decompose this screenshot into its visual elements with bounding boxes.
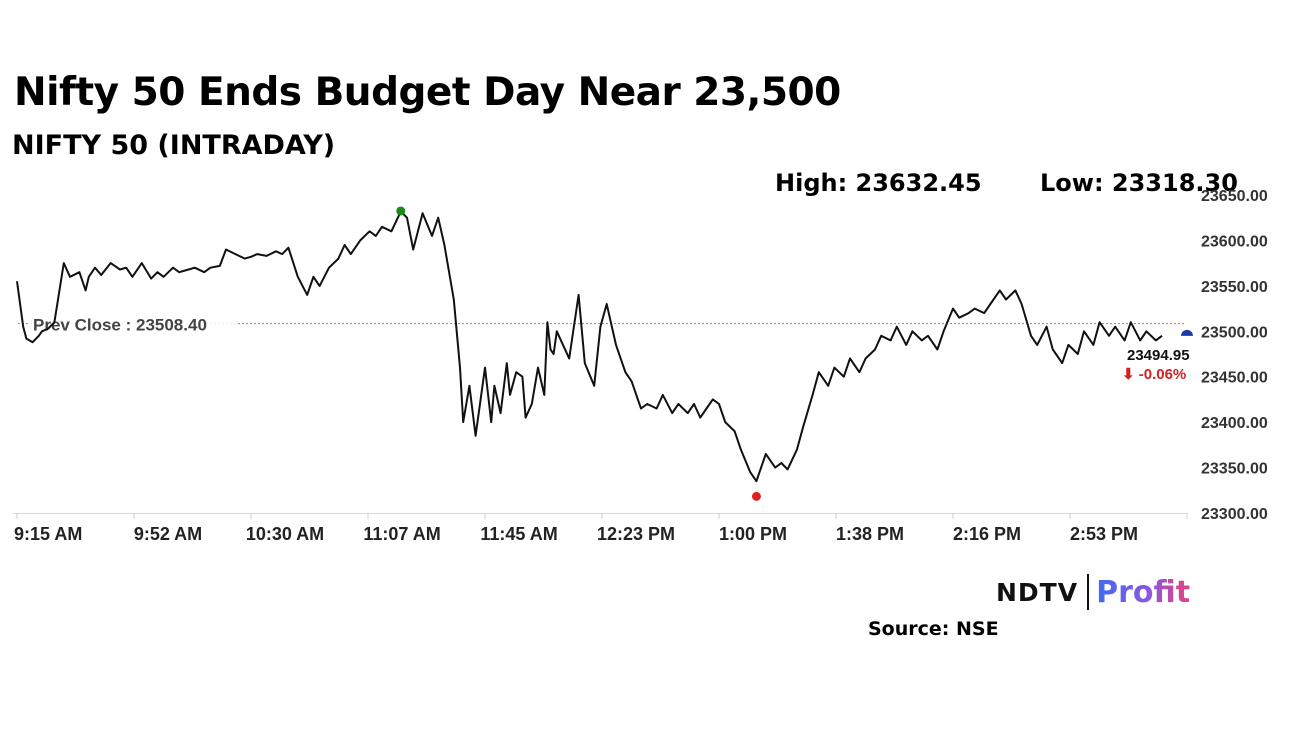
x-tick-label: 11:07 AM [363, 524, 440, 544]
source-note: Source: NSE [868, 618, 999, 640]
x-tick-label: 9:15 AM [14, 524, 82, 544]
high-marker [396, 206, 406, 216]
logo-ndtv-text: NDTV [996, 577, 1079, 607]
prev-close-label: Prev Close : 23508.40 [33, 316, 207, 335]
x-tick-label: 1:00 PM [719, 524, 787, 544]
y-axis-ticks: 23300.00 23350.00 23400.00 23450.00 23500.00… [1201, 188, 1268, 523]
low-value: Low: 23318.30 [1040, 169, 1238, 197]
y-tick-label: 23500.00 [1201, 324, 1268, 341]
x-tick-label: 1:38 PM [836, 524, 904, 544]
x-tick-label: 10:30 AM [246, 524, 324, 544]
x-tick-label: 2:53 PM [1070, 524, 1138, 544]
y-tick-label: 23400.00 [1201, 415, 1268, 432]
ndtv-profit-logo: NDTV Profit [996, 572, 1190, 612]
y-tick-label: 23600.00 [1201, 233, 1268, 250]
last-value-label: 23494.95 [1127, 347, 1190, 364]
x-tick-label: 12:23 PM [597, 524, 675, 544]
x-tick-label: 11:45 AM [480, 524, 557, 544]
x-tick-label: 2:16 PM [953, 524, 1021, 544]
logo-profit-text: Profit [1096, 574, 1191, 610]
y-tick-label: 23350.00 [1201, 461, 1268, 478]
chart-title: Nifty 50 Ends Budget Day Near 23,500 [14, 70, 841, 115]
intraday-chart: 23300.00 23350.00 23400.00 23450.00 23500.00… [13, 188, 1268, 544]
change-label: ⬇ -0.06% [1122, 366, 1186, 383]
price-line [16, 210, 1163, 483]
y-tick-label: 23650.00 [1201, 188, 1268, 205]
last-value-marker [1181, 329, 1193, 336]
x-axis-ticks: 9:15 AM 9:52 AM 10:30 AM 11:07 AM 11:45 AM 12… [14, 513, 1188, 544]
prev-close-label-bg [28, 311, 238, 334]
y-tick-label: 23550.00 [1201, 279, 1268, 296]
x-tick-label: 9:52 AM [134, 524, 202, 544]
high-value: High: 23632.45 [775, 169, 982, 197]
chart-subtitle: NIFTY 50 (INTRADAY) [12, 130, 336, 161]
y-tick-label: 23300.00 [1201, 506, 1268, 523]
logo-divider [1087, 574, 1090, 610]
low-marker [751, 491, 761, 501]
y-tick-label: 23450.00 [1201, 370, 1268, 387]
